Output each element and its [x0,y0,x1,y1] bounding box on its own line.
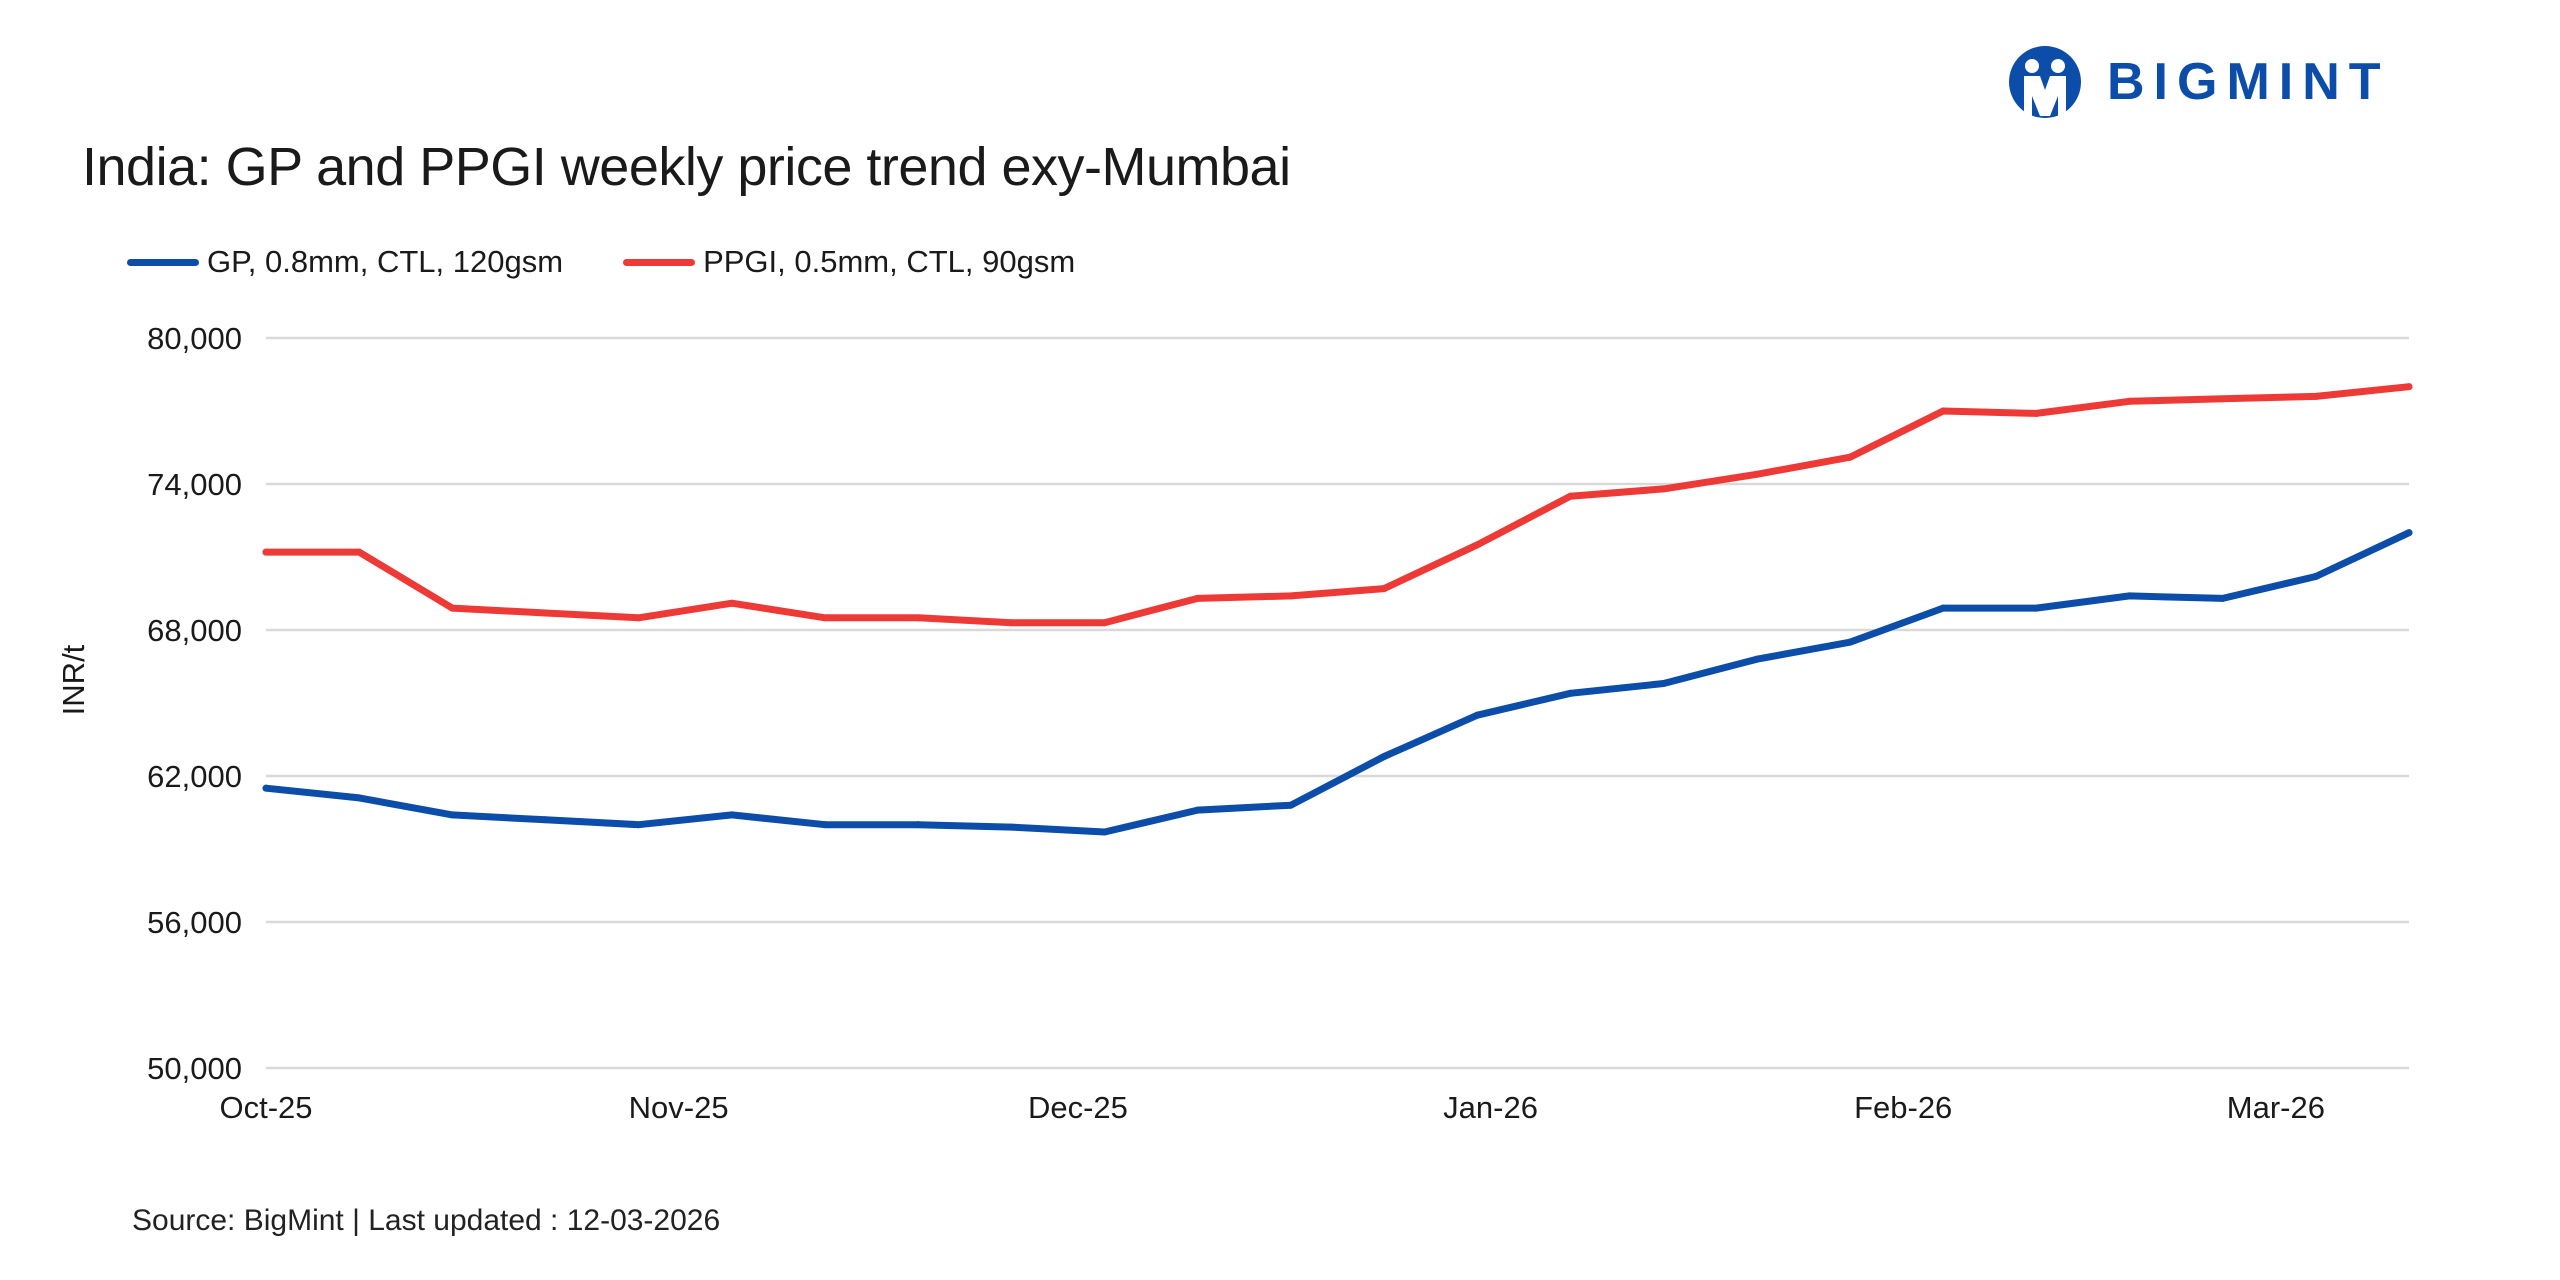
chart-title: India: GP and PPGI weekly price trend ex… [82,137,1291,197]
data-point-gp[interactable] [1939,604,1947,612]
x-tick-label: Jan-26 [1443,1090,1538,1125]
y-axis-label: INR/t [56,644,91,715]
y-tick-label: 56,000 [147,905,242,940]
data-point-gp[interactable] [635,821,643,829]
x-axis-ticks: Oct-25 Nov-25 Dec-25 Jan-26 Feb-26 Mar-26 [219,1090,2325,1125]
data-point-ppgi[interactable] [1566,492,1574,500]
data-point-ppgi[interactable] [355,548,363,556]
data-point-gp[interactable] [2405,529,2413,537]
data-point-ppgi[interactable] [1380,585,1388,593]
legend-swatch-ppgi [623,258,696,266]
data-point-ppgi[interactable] [1660,485,1668,493]
data-point-ppgi[interactable] [542,609,550,617]
data-point-ppgi[interactable] [821,614,829,622]
data-point-gp[interactable] [1473,711,1481,719]
bigmint-logo-icon [2009,46,2081,120]
source-note: Source: BigMint | Last updated : 12-03-2… [132,1204,721,1237]
data-point-ppgi[interactable] [2219,395,2227,403]
data-point-gp[interactable] [1380,753,1388,761]
data-point-gp[interactable] [914,821,922,829]
y-axis-ticks: 50,000 56,000 62,000 68,000 74,000 80,000 [147,321,242,1086]
logo-text: BIGMINT [2107,53,2390,111]
bigmint-logo: BIGMINT [2005,44,2390,120]
data-point-ppgi[interactable] [1753,470,1761,478]
legend-label-ppgi: PPGI, 0.5mm, CTL, 90gsm [703,244,1076,279]
data-point-ppgi[interactable] [914,614,922,622]
data-point-ppgi[interactable] [262,548,270,556]
gridlines [266,336,2409,1070]
data-point-gp[interactable] [1753,655,1761,663]
y-tick-label: 68,000 [147,613,242,648]
y-tick-label: 80,000 [147,321,242,356]
data-point-gp[interactable] [448,811,456,819]
legend-swatch-gp [127,258,199,266]
y-tick-label: 74,000 [147,467,242,502]
legend-label-gp: GP, 0.8mm, CTL, 120gsm [207,244,564,279]
data-point-gp[interactable] [2312,572,2320,580]
data-point-ppgi[interactable] [1939,407,1947,415]
data-point-ppgi[interactable] [2032,409,2040,417]
x-tick-label: Dec-25 [1028,1090,1128,1125]
data-point-gp[interactable] [2032,604,2040,612]
data-point-gp[interactable] [1194,806,1202,814]
data-point-ppgi[interactable] [728,599,736,607]
data-point-gp[interactable] [1287,801,1295,809]
data-point-ppgi[interactable] [1101,619,1109,627]
data-point-gp[interactable] [542,816,550,824]
data-point-gp[interactable] [262,784,270,792]
data-point-ppgi[interactable] [1287,592,1295,600]
x-tick-label: Oct-25 [219,1090,312,1125]
legend-item-gp[interactable]: GP, 0.8mm, CTL, 120gsm [127,244,563,280]
data-point-gp[interactable] [2125,592,2133,600]
x-tick-label: Mar-26 [2227,1090,2325,1125]
series-line-gp [262,529,2413,836]
data-point-ppgi[interactable] [2125,397,2133,405]
data-point-gp[interactable] [1846,638,1854,646]
data-point-ppgi[interactable] [1473,541,1481,549]
x-tick-label: Feb-26 [1854,1090,1952,1125]
data-point-gp[interactable] [821,821,829,829]
data-point-ppgi[interactable] [635,614,643,622]
data-point-gp[interactable] [1101,828,1109,836]
x-tick-label: Nov-25 [629,1090,729,1125]
data-point-gp[interactable] [1007,823,1015,831]
data-point-ppgi[interactable] [448,604,456,612]
legend: GP, 0.8mm, CTL, 120gsm PPGI, 0.5mm, CTL,… [127,244,1135,280]
data-point-ppgi[interactable] [2312,392,2320,400]
data-point-ppgi[interactable] [2405,383,2413,391]
data-point-gp[interactable] [728,811,736,819]
data-point-ppgi[interactable] [1846,453,1854,461]
data-point-gp[interactable] [2219,594,2227,602]
data-point-gp[interactable] [355,794,363,802]
series-line-ppgi [262,383,2413,627]
data-point-gp[interactable] [1566,689,1574,697]
legend-item-ppgi[interactable]: PPGI, 0.5mm, CTL, 90gsm [623,244,1075,280]
series-lines [262,383,2413,836]
data-point-ppgi[interactable] [1194,594,1202,602]
y-tick-label: 50,000 [147,1051,242,1086]
y-tick-label: 62,000 [147,759,242,794]
data-point-gp[interactable] [1660,680,1668,688]
data-point-ppgi[interactable] [1007,619,1015,627]
